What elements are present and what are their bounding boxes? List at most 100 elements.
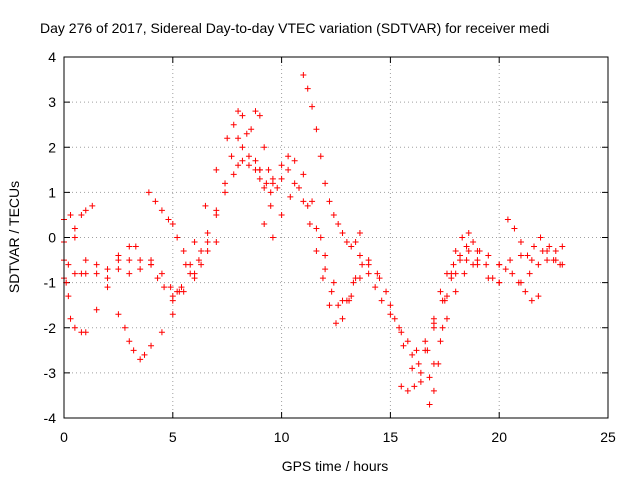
data-point	[178, 284, 185, 291]
data-point	[198, 261, 205, 268]
data-point	[104, 284, 111, 291]
data-point	[230, 121, 237, 128]
data-point	[452, 288, 459, 295]
data-point	[322, 180, 329, 187]
data-point	[148, 342, 155, 349]
data-point	[204, 248, 211, 255]
data-point	[352, 239, 359, 246]
data-point	[204, 229, 211, 236]
data-point	[67, 211, 74, 218]
data-point	[356, 252, 363, 259]
data-point	[474, 248, 481, 255]
data-point	[470, 261, 477, 268]
data-series	[61, 257, 181, 336]
data-point	[243, 130, 250, 137]
data-point	[313, 225, 320, 232]
data-point	[443, 293, 450, 300]
data-point	[239, 112, 246, 119]
data-point	[180, 248, 187, 255]
data-point	[439, 297, 446, 304]
data-point	[306, 220, 313, 227]
data-point	[396, 324, 403, 331]
data-point	[78, 211, 85, 218]
data-point	[291, 157, 298, 164]
data-point	[89, 202, 96, 209]
data-point	[400, 342, 407, 349]
data-point	[496, 279, 503, 286]
data-series	[474, 243, 566, 268]
data-point	[417, 378, 424, 385]
data-point	[191, 275, 198, 282]
data-point	[317, 234, 324, 241]
data-point	[191, 239, 198, 246]
data-point	[317, 153, 324, 160]
data-point	[287, 193, 294, 200]
data-point	[165, 216, 172, 223]
data-point	[202, 202, 209, 209]
data-point	[158, 270, 165, 277]
data-point	[528, 257, 535, 264]
data-point	[544, 248, 551, 255]
grid-lines	[64, 57, 608, 418]
data-point	[365, 261, 372, 268]
data-point	[439, 324, 446, 331]
data-point	[71, 225, 78, 232]
data-point	[544, 257, 551, 264]
data-point	[348, 243, 355, 250]
data-point	[82, 329, 89, 336]
data-point	[213, 166, 220, 173]
data-point	[531, 243, 538, 250]
data-point	[437, 288, 444, 295]
data-point	[256, 166, 263, 173]
data-point	[82, 207, 89, 214]
data-point	[313, 248, 320, 255]
data-point	[235, 135, 242, 142]
data-point	[343, 239, 350, 246]
data-point	[304, 85, 311, 92]
data-point	[313, 126, 320, 133]
data-point	[374, 270, 381, 277]
data-point	[169, 311, 176, 318]
data-point	[404, 338, 411, 345]
data-point	[526, 270, 533, 277]
data-point	[502, 266, 509, 273]
data-point	[269, 234, 276, 241]
data-point	[230, 171, 237, 178]
data-point	[239, 157, 246, 164]
data-point	[176, 288, 183, 295]
data-point	[459, 234, 466, 241]
data-point	[169, 220, 176, 227]
data-point	[252, 108, 259, 115]
data-series	[398, 239, 503, 394]
data-point	[350, 279, 357, 286]
data-series	[148, 239, 220, 300]
data-point	[104, 275, 111, 282]
data-point	[239, 144, 246, 151]
data-point	[263, 180, 270, 187]
data-series	[517, 243, 566, 286]
data-point	[93, 306, 100, 313]
data-point	[485, 252, 492, 259]
y-tick-label: -2	[44, 320, 57, 336]
data-point	[330, 279, 337, 286]
data-point	[335, 220, 342, 227]
data-point	[398, 329, 405, 336]
data-series	[269, 184, 477, 385]
data-point	[333, 320, 339, 327]
data-point	[265, 166, 272, 173]
data-point	[65, 261, 72, 268]
y-tick-label: 1	[48, 184, 56, 200]
data-point	[372, 284, 379, 291]
data-point	[300, 171, 307, 178]
data-point	[278, 162, 285, 169]
data-point	[376, 275, 383, 282]
data-point	[461, 270, 468, 277]
data-point	[517, 239, 524, 246]
y-tick-label: 2	[48, 139, 56, 155]
data-point	[93, 261, 100, 268]
y-tick-label: 3	[48, 94, 56, 110]
data-point	[245, 162, 252, 169]
data-point	[267, 202, 274, 209]
data-point	[65, 293, 72, 300]
data-point	[450, 261, 457, 268]
